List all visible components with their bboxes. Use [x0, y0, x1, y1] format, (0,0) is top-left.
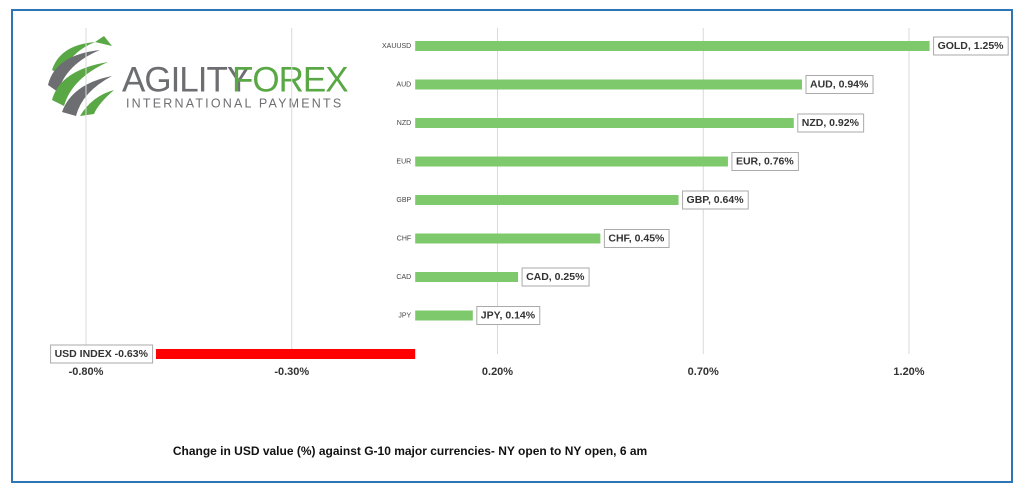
logo-tagline: INTERNATIONAL PAYMENTS [126, 96, 343, 110]
value-label: JPY, 0.14% [481, 309, 536, 321]
value-label-box [731, 152, 799, 171]
value-label-box [603, 229, 670, 248]
value-label: AUD, 0.94% [810, 78, 869, 90]
value-label-box [805, 75, 874, 94]
caption: Change in USD value (%) against G-10 maj… [173, 444, 647, 458]
value-label-box [797, 113, 865, 133]
bar [415, 118, 794, 128]
bar [415, 272, 519, 282]
x-tick-label: 1.20% [893, 366, 924, 378]
y-tick-label: CHF [397, 235, 411, 242]
y-tick-label: XAUUSD [382, 43, 411, 50]
x-tick-label: -0.80% [69, 366, 104, 378]
value-label: CHF, 0.45% [608, 232, 665, 244]
value-label: NZD, 0.92% [802, 117, 860, 129]
logo-mark [48, 36, 114, 116]
y-tick-label: EUR [396, 158, 411, 165]
x-tick-label: 0.20% [482, 366, 513, 378]
value-label-box [521, 267, 590, 287]
y-tick-label: AUD [396, 81, 411, 88]
frame [11, 9, 1013, 483]
x-tick-label: -0.30% [274, 366, 309, 378]
value-label-box [476, 306, 541, 325]
value-label: CAD, 0.25% [526, 271, 585, 283]
value-label: EUR, 0.76% [736, 155, 794, 167]
value-label: GOLD, 1.25% [938, 40, 1005, 52]
bar [415, 156, 728, 167]
value-label: USD INDEX -0.63% [55, 348, 149, 360]
logo-brand-a: AGILITY [122, 60, 250, 99]
value-label-box [933, 36, 1009, 56]
y-tick-label: GBP [396, 197, 411, 204]
bar [415, 41, 930, 51]
y-tick-label: NZD [397, 120, 411, 127]
y-tick-label: CAD [396, 274, 411, 281]
value-label-box [682, 190, 749, 210]
y-tick-label: JPY [398, 312, 411, 319]
bar [155, 349, 416, 359]
logo-brand-b: FOREX [232, 60, 348, 99]
bar [415, 310, 473, 321]
value-label: GBP, 0.64% [687, 194, 745, 206]
value-label-box [50, 344, 154, 364]
bar [415, 195, 679, 205]
x-tick-label: 0.70% [688, 366, 719, 378]
bar [415, 233, 601, 244]
bar [415, 79, 803, 90]
